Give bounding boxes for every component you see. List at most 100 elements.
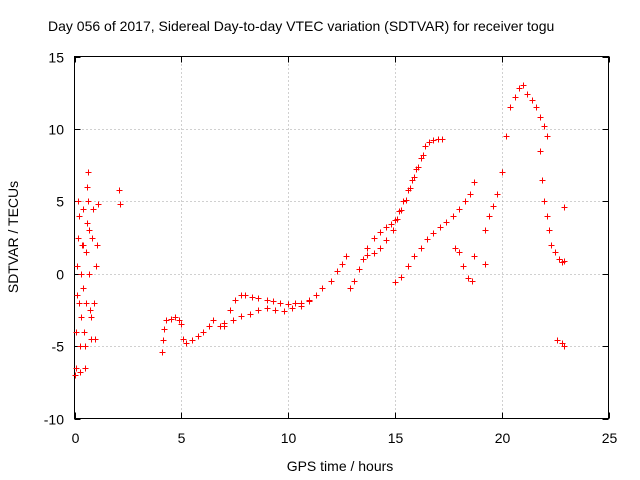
data-point (85, 169, 92, 176)
data-point (364, 245, 371, 252)
data-point (116, 187, 123, 194)
data-point (270, 298, 277, 305)
data-point (390, 227, 397, 234)
data-point (439, 136, 446, 143)
data-point (94, 242, 101, 249)
data-point (163, 317, 170, 324)
data-point (469, 278, 476, 285)
data-point (388, 221, 395, 228)
data-point (242, 292, 249, 299)
data-point (371, 250, 378, 257)
y-tick-label: 0 (56, 267, 64, 283)
plot-frame (74, 56, 609, 419)
data-point (541, 123, 548, 130)
data-point (180, 336, 187, 343)
data-point (289, 305, 296, 312)
data-point (230, 317, 237, 324)
data-point (86, 227, 93, 234)
data-point (200, 329, 207, 336)
data-point (88, 314, 95, 321)
data-point (178, 321, 185, 328)
data-point (546, 227, 553, 234)
data-point (561, 204, 568, 211)
data-point (78, 271, 85, 278)
data-point (364, 252, 371, 259)
data-point (351, 278, 358, 285)
data-point (84, 220, 91, 227)
data-point (503, 133, 510, 140)
data-point (81, 329, 88, 336)
data-point (249, 294, 256, 301)
data-point (176, 317, 183, 324)
data-point (486, 213, 493, 220)
data-point (89, 235, 96, 242)
data-point (490, 203, 497, 210)
data-point (117, 201, 124, 208)
data-point (74, 263, 81, 270)
data-point (232, 297, 239, 304)
data-point (405, 263, 412, 270)
data-point (328, 278, 335, 285)
data-point (520, 82, 527, 89)
y-tick-label: 5 (56, 194, 64, 210)
data-point (411, 174, 418, 181)
grid-layer (74, 56, 609, 419)
data-point (415, 164, 422, 171)
data-point (74, 292, 81, 299)
data-point (72, 372, 79, 379)
data-point (86, 271, 93, 278)
data-point (347, 285, 354, 292)
data-point (561, 258, 568, 265)
data-point (516, 85, 523, 92)
data-point (407, 185, 414, 192)
data-point (80, 206, 87, 213)
data-point (84, 184, 91, 191)
data-point (430, 230, 437, 237)
data-point (561, 343, 568, 350)
data-point (343, 253, 350, 260)
data-point (221, 323, 228, 330)
chart-title: Day 056 of 2017, Sidereal Day-to-day VTE… (48, 18, 554, 34)
data-point (281, 308, 288, 315)
data-point (450, 213, 457, 220)
data-point (482, 261, 489, 268)
x-tick-label: 25 (602, 430, 618, 446)
data-point (424, 236, 431, 243)
data-point (160, 337, 167, 344)
data-point (392, 279, 399, 286)
data-point (471, 179, 478, 186)
data-point (465, 275, 472, 282)
data-point (539, 177, 546, 184)
data-point (377, 229, 384, 236)
data-point (537, 148, 544, 155)
data-point (172, 314, 179, 321)
data-point (206, 323, 213, 330)
data-point (75, 198, 82, 205)
x-tick-label: 20 (495, 430, 511, 446)
x-axis-label: GPS time / hours (287, 458, 394, 474)
data-point (494, 191, 501, 198)
data-point (83, 249, 90, 256)
data-point (298, 303, 305, 310)
data-point (426, 139, 433, 146)
data-point (403, 197, 410, 204)
data-point (91, 300, 98, 307)
data-point (319, 285, 326, 292)
data-point (420, 152, 427, 159)
data-point (255, 307, 262, 314)
data-point (285, 301, 292, 308)
data-point (95, 201, 102, 208)
y-tick-label: -5 (52, 339, 65, 355)
data-point (247, 311, 254, 318)
data-point (512, 94, 519, 101)
data-point (195, 333, 202, 340)
data-point (80, 242, 87, 249)
data-point (76, 300, 83, 307)
data-point (462, 198, 469, 205)
chart-title-text: Day 056 of 2017, Sidereal Day-to-day VTE… (48, 18, 554, 34)
data-point (544, 133, 551, 140)
data-point (168, 316, 175, 323)
data-point (482, 227, 489, 234)
data-point (554, 337, 561, 344)
